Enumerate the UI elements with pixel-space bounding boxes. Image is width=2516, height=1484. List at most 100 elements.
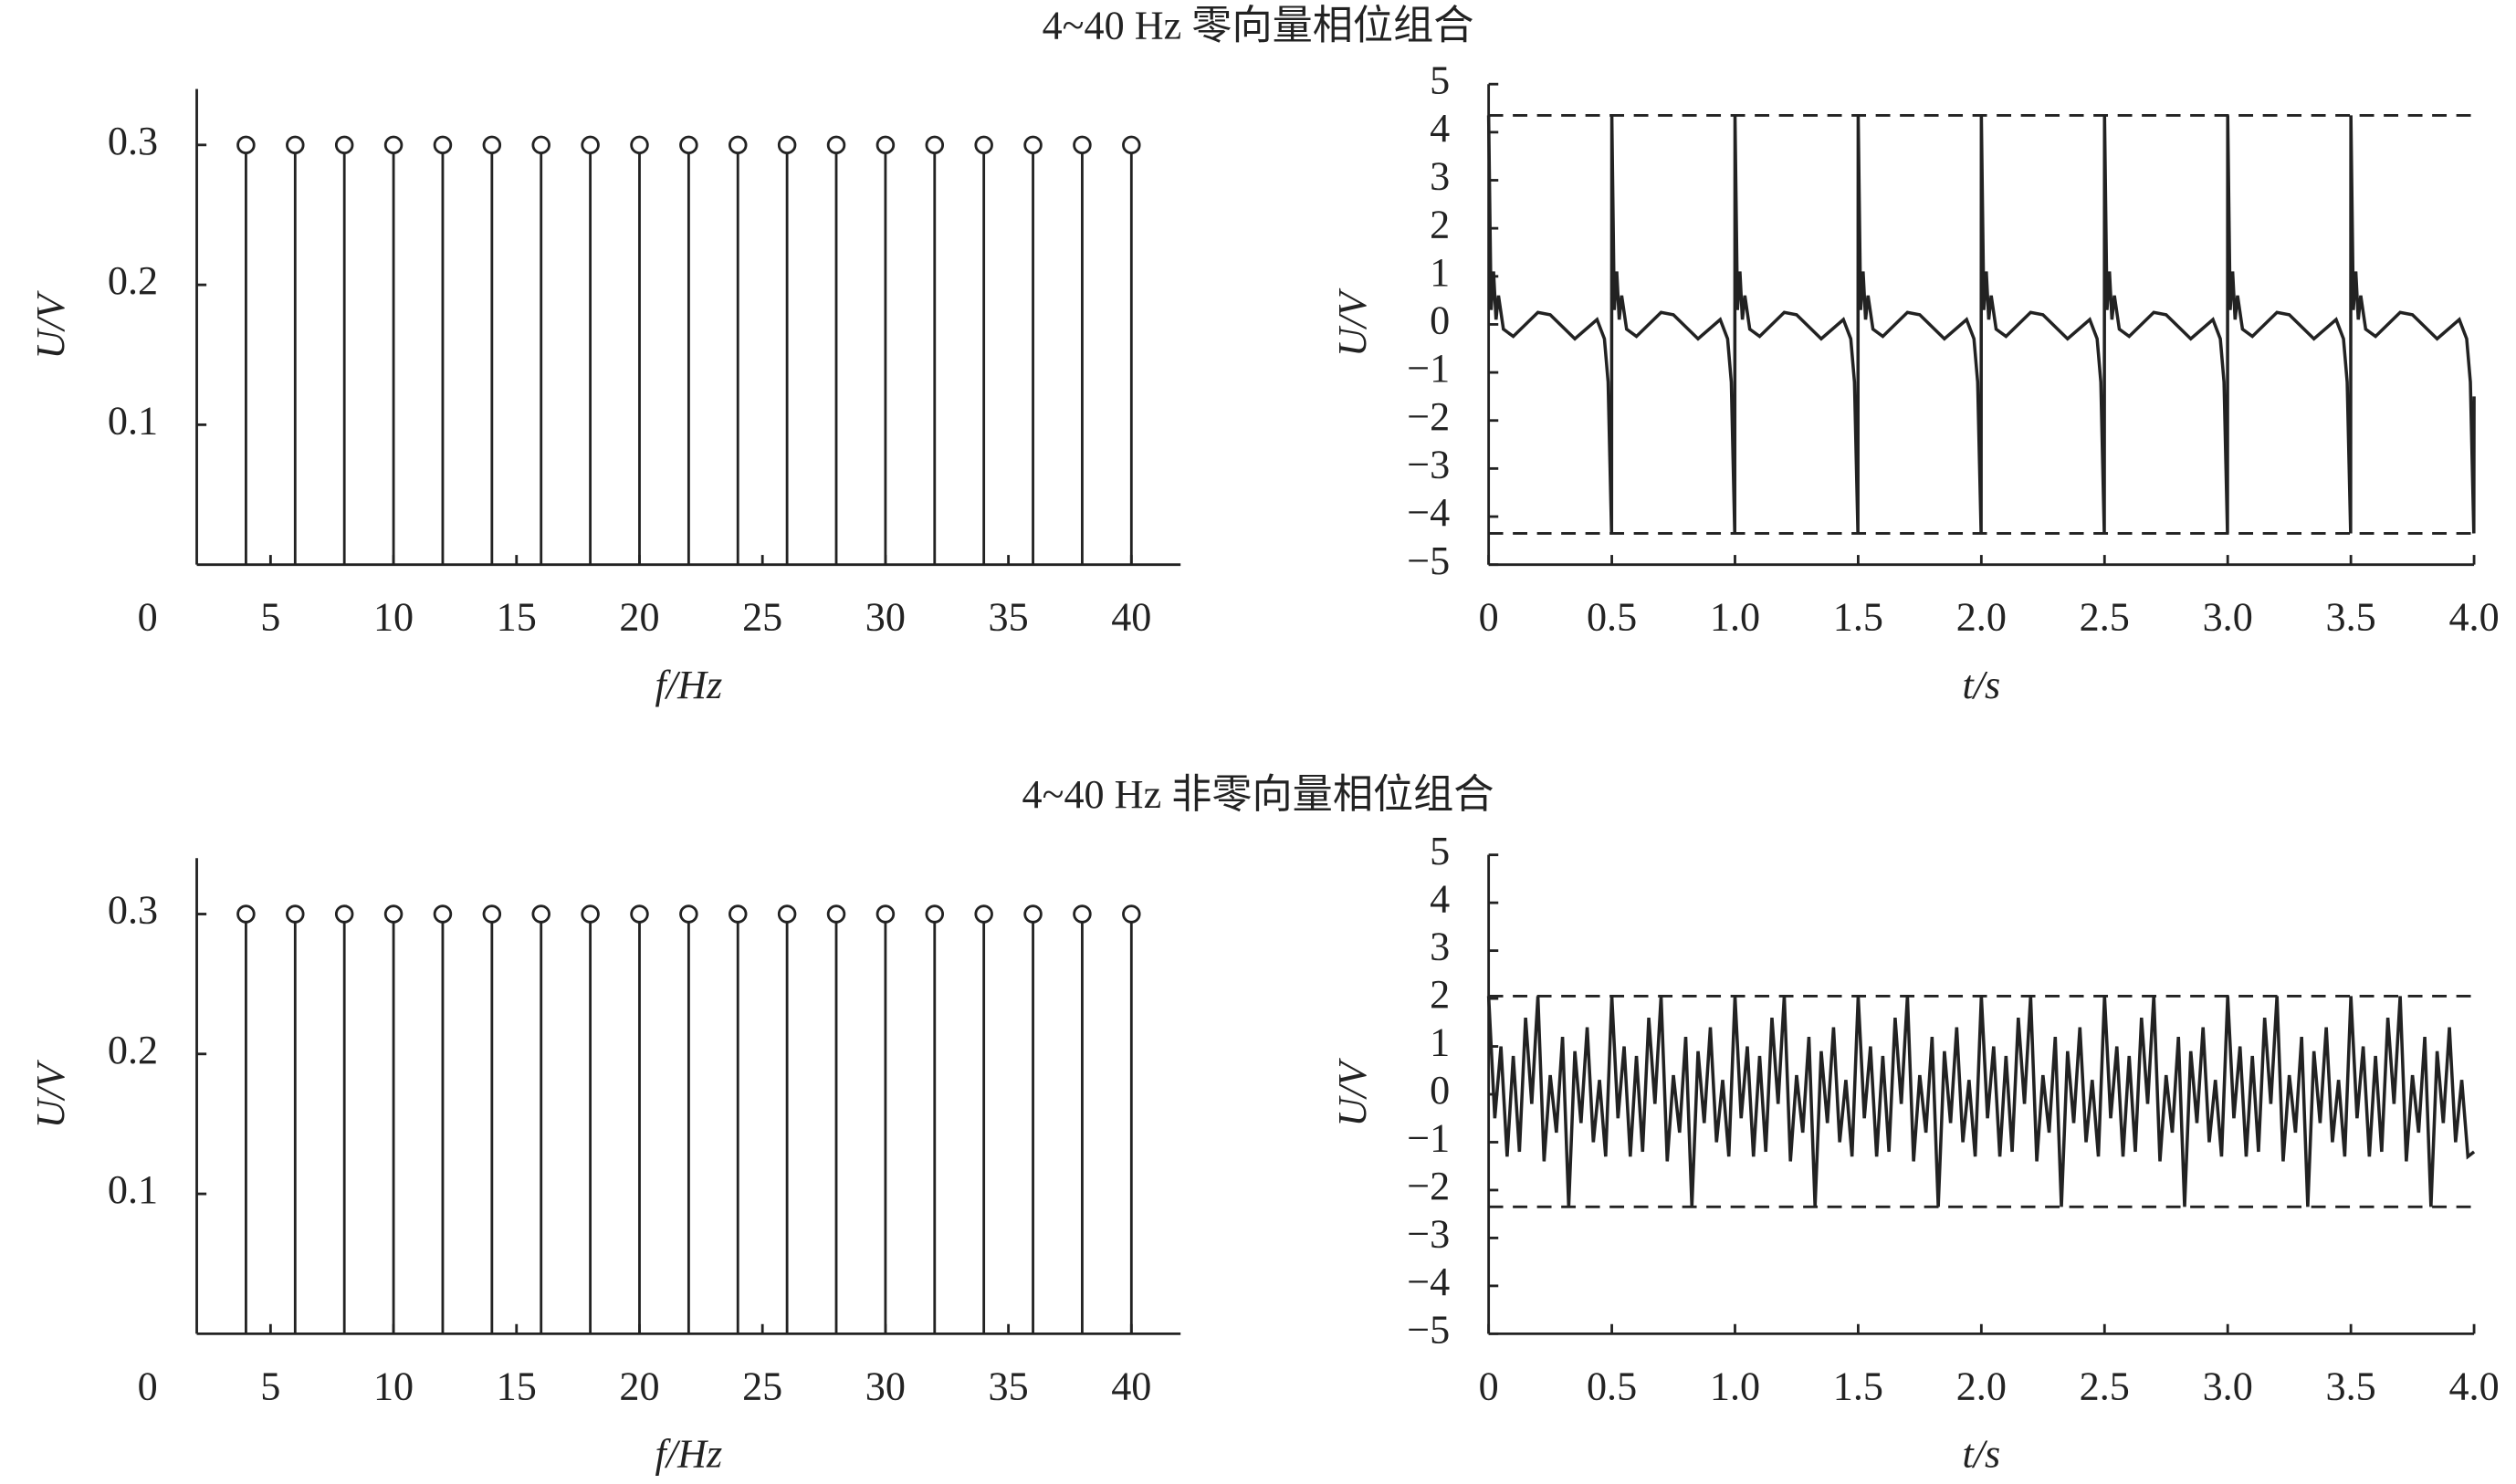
stem-marker	[383, 904, 404, 924]
x-tick-label: 20	[619, 1364, 659, 1408]
y-tick-label: −3	[1407, 1212, 1450, 1257]
stem-marker	[826, 135, 846, 155]
x-tick-label: 1.5	[1833, 1364, 1883, 1408]
stem-marker	[777, 135, 797, 155]
y-axis-label: U/V	[1330, 1057, 1375, 1126]
stem-marker	[777, 904, 797, 924]
x-tick-label: 10	[373, 1364, 414, 1408]
y-tick-label: 5	[1430, 57, 1450, 102]
stem-marker	[286, 135, 305, 155]
y-tick-label: 0.2	[108, 1028, 158, 1072]
stem-marker	[729, 904, 748, 924]
signal-line	[1486, 115, 2476, 534]
x-tick-label: 2.0	[1956, 595, 2007, 640]
x-tick-label: 30	[865, 595, 906, 640]
signal-line	[1486, 996, 2476, 1207]
stem-marker	[974, 135, 993, 155]
y-tick-label: −2	[1407, 1164, 1450, 1208]
stem-marker	[482, 135, 502, 155]
x-tick-label: 20	[619, 595, 659, 640]
y-axis-label: U/V	[28, 1059, 73, 1128]
y-tick-label: 0.3	[108, 888, 158, 933]
x-tick-label: 2.0	[1956, 1364, 2007, 1408]
stem-marker	[1073, 904, 1092, 924]
chart-title: 4~40 Hz 非零向量相位组合	[1022, 772, 1494, 817]
stem-marker	[482, 904, 502, 924]
stem-marker	[1122, 904, 1141, 924]
y-tick-label: −4	[1407, 1259, 1450, 1304]
x-tick-label: 40	[1111, 595, 1151, 640]
y-tick-label: 0.1	[108, 1167, 158, 1212]
x-tick-label: 1.0	[1710, 595, 1760, 640]
x-tick-label: 0.5	[1587, 595, 1637, 640]
x-tick-label: 3.5	[2326, 1364, 2376, 1408]
x-tick-label: 0.5	[1587, 1364, 1637, 1408]
x-tick-label: 40	[1111, 1364, 1151, 1408]
y-tick-label: 0	[1430, 298, 1450, 343]
stem-marker	[433, 904, 453, 924]
stem-marker	[531, 135, 550, 155]
stem-marker	[925, 904, 945, 924]
x-tick-label: 15	[497, 595, 537, 640]
y-tick-label: 1	[1430, 250, 1450, 295]
stem-marker	[531, 904, 550, 924]
x-tick-label: 25	[742, 595, 782, 640]
y-tick-label: 4	[1430, 106, 1450, 151]
x-tick-label: 0	[1479, 595, 1499, 640]
stem-marker	[1073, 135, 1092, 155]
y-tick-label: 4	[1430, 876, 1450, 921]
stem-marker	[236, 135, 256, 155]
stem-marker	[875, 904, 896, 924]
x-tick-label: 1.5	[1833, 595, 1883, 640]
x-axis-label: t/s	[1962, 663, 2000, 707]
stem-marker	[581, 135, 600, 155]
x-tick-label: 3.5	[2326, 595, 2376, 640]
stem-marker	[433, 135, 453, 155]
x-tick-label: 0	[138, 595, 158, 640]
y-tick-label: 2	[1430, 972, 1450, 1017]
y-tick-label: −1	[1407, 1116, 1450, 1161]
stem-marker	[630, 904, 649, 924]
x-tick-label: 10	[373, 595, 414, 640]
y-tick-label: −5	[1407, 538, 1450, 583]
x-tick-label: 25	[742, 1364, 782, 1408]
stem-marker	[581, 904, 600, 924]
y-tick-label: 5	[1430, 829, 1450, 873]
x-axis-label: f/Hz	[655, 1432, 723, 1477]
y-tick-label: −3	[1407, 443, 1450, 487]
y-tick-label: −2	[1407, 394, 1450, 439]
x-tick-label: 3.0	[2203, 595, 2253, 640]
stem-marker	[974, 904, 993, 924]
stem-marker	[679, 904, 698, 924]
x-tick-label: 4.0	[2448, 595, 2499, 640]
y-tick-label: 0.3	[108, 119, 158, 163]
stem-marker	[334, 135, 354, 155]
y-axis-label: U/V	[28, 289, 73, 359]
x-axis-label: f/Hz	[655, 663, 723, 707]
x-tick-label: 2.5	[2080, 1364, 2130, 1408]
stem-marker	[729, 135, 748, 155]
y-tick-label: 0.2	[108, 258, 158, 303]
y-tick-label: 3	[1430, 925, 1450, 969]
x-tick-label: 1.0	[1710, 1364, 1760, 1408]
x-tick-label: 35	[989, 595, 1029, 640]
x-tick-label: 5	[260, 1364, 280, 1408]
x-axis-label: t/s	[1962, 1432, 2000, 1477]
stem-marker	[1023, 904, 1043, 924]
stem-marker	[236, 904, 256, 924]
x-tick-label: 5	[260, 595, 280, 640]
x-tick-label: 2.5	[2080, 595, 2130, 640]
y-tick-label: 3	[1430, 154, 1450, 199]
x-tick-label: 35	[989, 1364, 1029, 1408]
stem-marker	[334, 904, 354, 924]
chart-title: 4~40 Hz 零向量相位组合	[1043, 3, 1474, 47]
stem-marker	[1122, 135, 1141, 155]
stem-marker	[630, 135, 649, 155]
stem-marker	[383, 135, 404, 155]
y-tick-label: −1	[1407, 346, 1450, 391]
y-tick-label: −4	[1407, 490, 1450, 535]
stem-marker	[875, 135, 896, 155]
y-axis-label: U/V	[1330, 287, 1375, 357]
